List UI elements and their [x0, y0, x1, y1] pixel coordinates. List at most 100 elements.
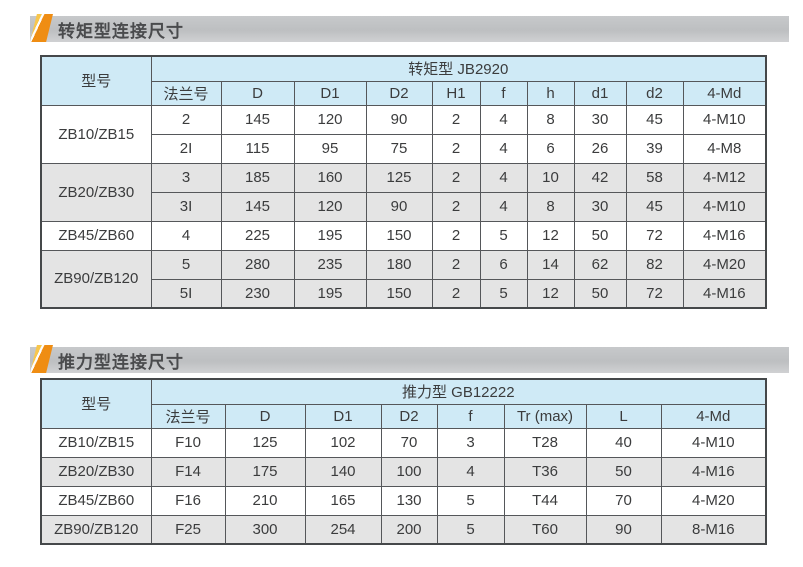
table-cell: 4-M8 [682, 133, 767, 164]
table-cell: 5 [150, 249, 222, 280]
torque-section-title-bar: 转矩型连接尺寸 [30, 14, 789, 42]
model-cell: ZB45/ZB60 [40, 485, 152, 516]
table-cell: 2 [431, 278, 481, 309]
column-header: L [585, 403, 662, 429]
thrust-dimensions-table: 型号 推力型 GB12222 法兰号 D D1 D2 f Tr (max) L 4-Md ZB10/… [40, 378, 768, 545]
torque-dimensions-table: 型号 转矩型 JB2920 法兰号 D D1 D2 H1 f h d1 d2 4-Md ZB10/ZB1… [40, 55, 768, 309]
table-cell: 30 [573, 191, 627, 222]
model-cell: ZB90/ZB120 [40, 514, 152, 545]
table-cell: 145 [220, 191, 295, 222]
column-header: f [479, 80, 528, 106]
model-cell: ZB45/ZB60 [40, 220, 152, 251]
table-cell: 50 [585, 456, 662, 487]
table-cell: F16 [150, 485, 226, 516]
header-row-standard: 型号 推力型 GB12222 [40, 378, 767, 429]
table-row: ZB90/ZB120 F25 300 254 200 5 T60 90 8-M16 [40, 514, 767, 545]
table-cell: 50 [573, 278, 627, 309]
table-cell: 5 [479, 278, 528, 309]
table-cell: 120 [293, 191, 367, 222]
orange-flag-icon [30, 345, 53, 373]
table-cell: 100 [380, 456, 438, 487]
table-cell: 5 [479, 220, 528, 251]
model-column-header: 型号 [40, 55, 152, 106]
table-cell: 185 [220, 162, 295, 193]
table-cell: 175 [224, 456, 306, 487]
table-cell: 2 [431, 191, 481, 222]
table-cell: 4 [479, 162, 528, 193]
table-cell: 3I [150, 191, 222, 222]
column-header: D2 [365, 80, 433, 106]
table-cell: 95 [293, 133, 367, 164]
table-cell: 10 [526, 162, 575, 193]
table-cell: 4-M16 [660, 456, 767, 487]
column-header: 4-Md [660, 403, 767, 429]
table-cell: 2 [431, 162, 481, 193]
table-cell: 90 [585, 514, 662, 545]
table-cell: 254 [304, 514, 382, 545]
table-cell: 90 [365, 104, 433, 135]
table-cell: 39 [625, 133, 684, 164]
table-cell: 14 [526, 249, 575, 280]
table-cell: 30 [573, 104, 627, 135]
table-row: ZB20/ZB30 F14 175 140 100 4 T36 50 4-M16 [40, 456, 767, 487]
table-cell: 70 [380, 427, 438, 458]
table-row: ZB45/ZB60 F16 210 165 130 5 T44 70 4-M20 [40, 485, 767, 516]
table-cell: 75 [365, 133, 433, 164]
table-cell: 102 [304, 427, 382, 458]
table-cell: 2 [431, 133, 481, 164]
table-cell: 90 [365, 191, 433, 222]
column-header: Tr (max) [503, 403, 587, 429]
table-cell: 4-M16 [682, 278, 767, 309]
header-row-standard: 型号 转矩型 JB2920 [40, 55, 767, 106]
table-cell: 4-M20 [682, 249, 767, 280]
thrust-section-title: 推力型连接尺寸 [58, 352, 184, 372]
column-header: f [436, 403, 505, 429]
table-cell: 3 [436, 427, 505, 458]
section-torque-dimensions: 转矩型连接尺寸 型号 转矩型 JB2920 法兰号 D D1 D2 H1 f h d1 d2 4-Md… [0, 14, 803, 309]
table-cell: F10 [150, 427, 226, 458]
table-cell: 165 [304, 485, 382, 516]
table-cell: 4 [436, 456, 505, 487]
table-cell: 130 [380, 485, 438, 516]
standard-group-header: 转矩型 JB2920 [150, 55, 767, 82]
column-header: 4-Md [682, 80, 767, 106]
table-row: 5I 230 195 150 2 5 12 50 72 4-M16 [41, 278, 767, 309]
table-cell: 12 [526, 278, 575, 309]
table-cell: T60 [503, 514, 587, 545]
table-cell: 6 [479, 249, 528, 280]
model-cell: ZB10/ZB15 [40, 427, 152, 458]
column-header: D1 [293, 80, 367, 106]
table-cell: 280 [220, 249, 295, 280]
table-cell: 8 [526, 104, 575, 135]
table-cell: 300 [224, 514, 306, 545]
column-header: 法兰号 [150, 80, 222, 106]
table-cell: T28 [503, 427, 587, 458]
column-header: h [526, 80, 575, 106]
table-cell: 5 [436, 514, 505, 545]
table-cell: 50 [573, 220, 627, 251]
table-cell: 45 [625, 104, 684, 135]
table-cell: 62 [573, 249, 627, 280]
table-cell: 2I [150, 133, 222, 164]
model-cell: ZB20/ZB30 [40, 162, 152, 222]
table-cell: 40 [585, 427, 662, 458]
table-cell: 230 [220, 278, 295, 309]
table-cell: 2 [431, 249, 481, 280]
table-cell: 4-M10 [682, 191, 767, 222]
table-cell: 2 [150, 104, 222, 135]
table-cell: 125 [224, 427, 306, 458]
table-row: ZB90/ZB120 5 280 235 180 2 6 14 62 82 4-M20 [40, 249, 767, 309]
table-cell: 42 [573, 162, 627, 193]
table-cell: 26 [573, 133, 627, 164]
table-cell: 145 [220, 104, 295, 135]
orange-flag-icon [30, 14, 53, 42]
table-cell: 8 [526, 191, 575, 222]
table-cell: 4-M12 [682, 162, 767, 193]
table-cell: T36 [503, 456, 587, 487]
column-header: D1 [304, 403, 382, 429]
table-cell: 82 [625, 249, 684, 280]
table-cell: 235 [293, 249, 367, 280]
table-cell: 150 [365, 278, 433, 309]
column-header: D [224, 403, 306, 429]
